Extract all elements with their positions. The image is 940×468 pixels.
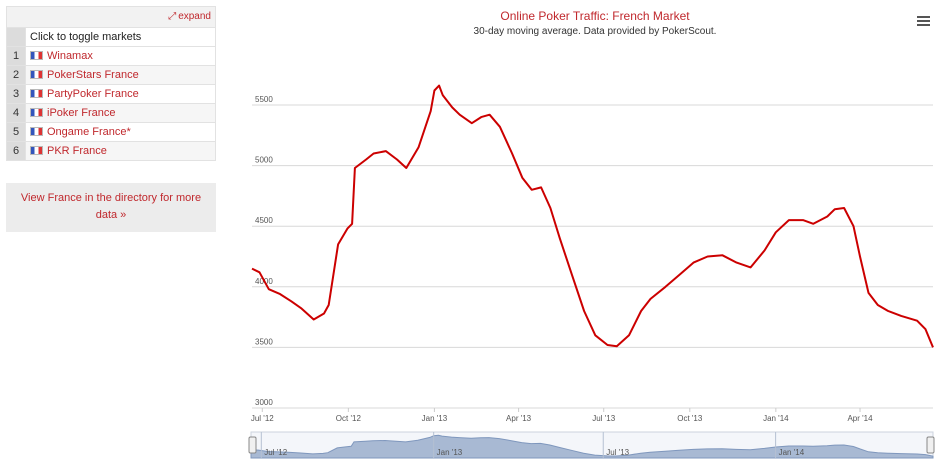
y-tick-label: 3500 xyxy=(255,337,273,346)
market-link-pkr-france[interactable]: PKR France xyxy=(47,145,107,157)
france-flag-icon xyxy=(30,146,43,155)
x-axis-ticks: Jul '12 Oct '12 Jan '13 Apr '13 Jul '13 Oct '… xyxy=(251,408,873,423)
market-link-ongame-france[interactable]: Ongame France* xyxy=(47,126,131,138)
market-number: 3 xyxy=(6,84,26,104)
navigator-left-handle[interactable] xyxy=(248,436,257,454)
france-flag-icon xyxy=(30,51,43,60)
x-tick-label: Jan '14 xyxy=(763,414,789,423)
y-tick-label: 4500 xyxy=(255,216,273,225)
france-flag-icon xyxy=(30,127,43,136)
series-group xyxy=(251,84,934,348)
view-directory-link[interactable]: View France in the directory for more da… xyxy=(6,183,216,232)
navigator-tick-label: Jul '13 xyxy=(606,448,629,457)
x-tick-label: Jul '13 xyxy=(592,414,615,423)
market-number: 6 xyxy=(6,141,26,161)
market-link-ipoker-france[interactable]: iPoker France xyxy=(47,107,116,119)
france-flag-icon xyxy=(30,89,43,98)
expand-arrows-icon[interactable]: ⤢ xyxy=(168,11,177,22)
grid-lines xyxy=(252,104,933,409)
series-line xyxy=(251,84,934,348)
market-row[interactable]: 6 PKR France xyxy=(6,141,216,161)
market-link-partypoker-france[interactable]: PartyPoker France xyxy=(47,88,139,100)
market-row[interactable]: 1 Winamax xyxy=(6,46,216,66)
market-link-pokerstars-france[interactable]: PokerStars France xyxy=(47,69,139,81)
navigator[interactable]: Jul '12 Jan '13 Jul '13 Jan '14 xyxy=(248,431,935,459)
x-tick-label: Jan '13 xyxy=(422,414,448,423)
y-tick-label: 5000 xyxy=(255,156,273,165)
y-tick-label: 3000 xyxy=(255,398,273,407)
y-tick-label: 5500 xyxy=(255,95,273,104)
navigator-tick-label: Jan '13 xyxy=(437,448,463,457)
market-row[interactable]: 5 Ongame France* xyxy=(6,122,216,142)
navigator-tick-label: Jul '12 xyxy=(264,448,287,457)
france-flag-icon xyxy=(30,70,43,79)
markets-table-header: Click to toggle markets xyxy=(6,27,216,47)
hamburger-menu-icon[interactable] xyxy=(917,16,930,27)
france-flag-icon xyxy=(30,108,43,117)
market-link-winamax[interactable]: Winamax xyxy=(47,50,93,62)
chart-subtitle: 30-day moving average. Data provided by … xyxy=(473,26,717,37)
x-tick-label: Jul '12 xyxy=(251,414,274,423)
markets-table: Click to toggle markets 1 Winamax 2 Poke… xyxy=(6,27,216,161)
market-row[interactable]: 4 iPoker France xyxy=(6,103,216,123)
x-tick-label: Apr '13 xyxy=(506,414,532,423)
navigator-area xyxy=(250,434,934,459)
navigator-tick-label: Jan '14 xyxy=(779,448,805,457)
navigator-right-handle[interactable] xyxy=(926,436,935,454)
market-panel: ⤢ expand Click to toggle markets 1 Winama… xyxy=(6,6,216,232)
x-tick-label: Apr '14 xyxy=(847,414,873,423)
chart-title: Online Poker Traffic: French Market xyxy=(500,9,690,23)
expand-link[interactable]: expand xyxy=(178,11,211,22)
market-row[interactable]: 3 PartyPoker France xyxy=(6,84,216,104)
x-tick-label: Oct '13 xyxy=(677,414,703,423)
expand-bar: ⤢ expand xyxy=(6,6,216,27)
x-tick-label: Oct '12 xyxy=(336,414,362,423)
market-row[interactable]: 2 PokerStars France xyxy=(6,65,216,85)
